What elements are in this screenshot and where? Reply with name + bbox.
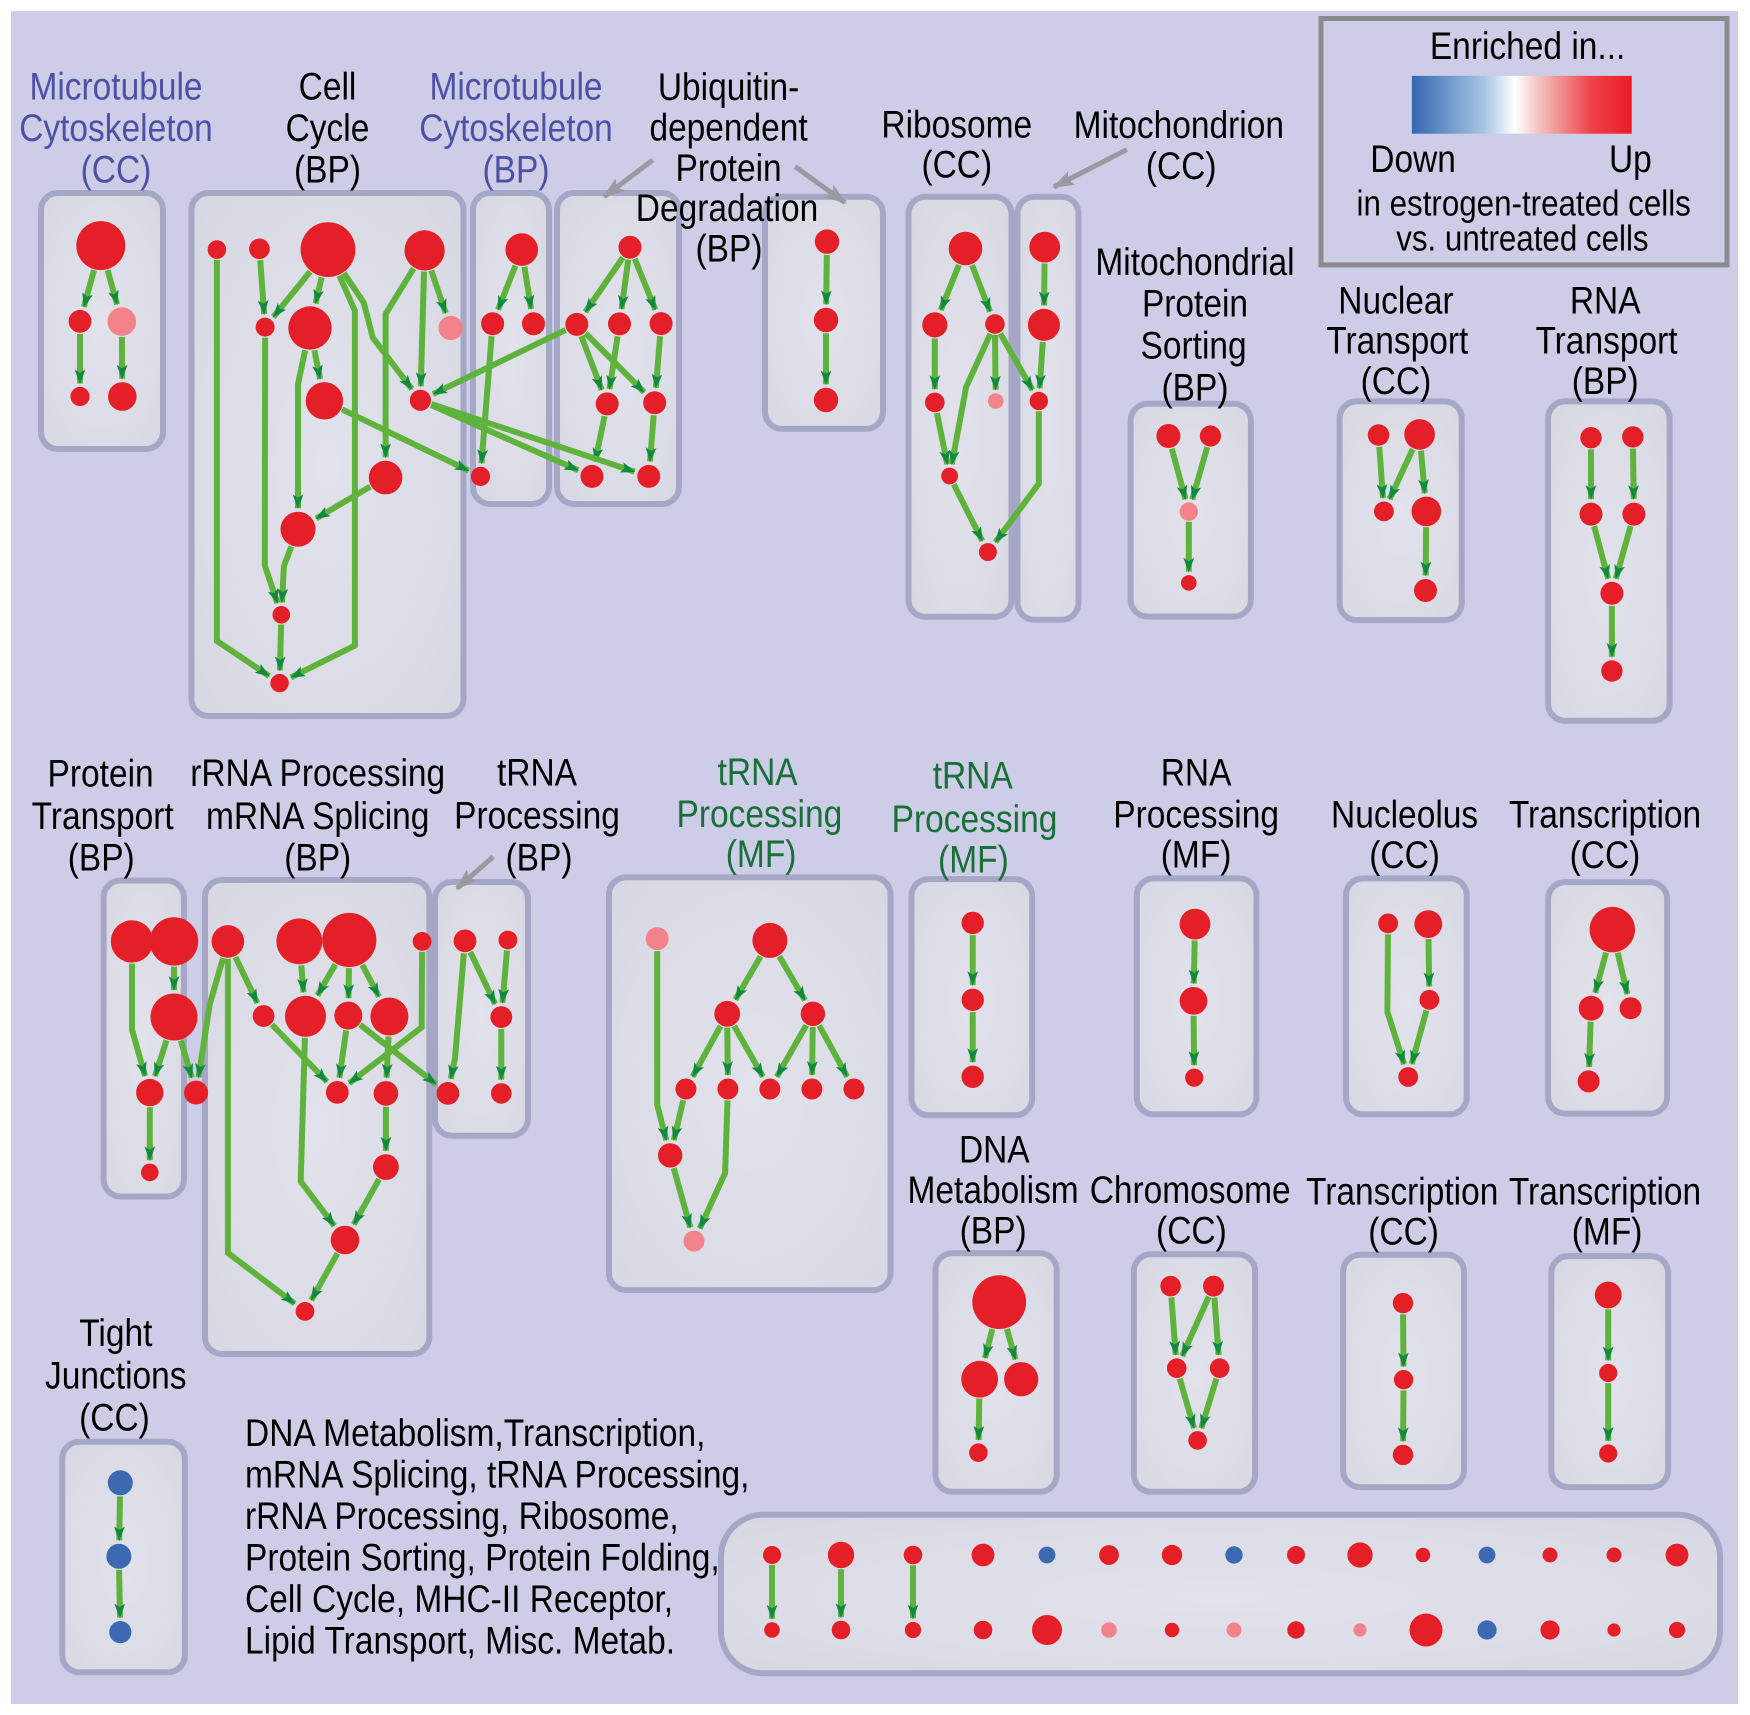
svg-text:Transcription: Transcription: [1509, 794, 1701, 837]
svg-text:(CC): (CC): [1361, 360, 1432, 403]
svg-text:Enriched in...: Enriched in...: [1430, 25, 1626, 68]
svg-text:Transport: Transport: [32, 795, 174, 838]
svg-text:Tight: Tight: [79, 1312, 152, 1355]
svg-text:Transcription: Transcription: [1306, 1171, 1498, 1214]
svg-text:Protein: Protein: [676, 147, 782, 190]
svg-text:Protein Sorting, Protein Foldi: Protein Sorting, Protein Folding,: [245, 1537, 720, 1580]
svg-text:Nucleolus: Nucleolus: [1331, 794, 1478, 837]
svg-text:(BP): (BP): [284, 837, 351, 880]
svg-text:Metabolism: Metabolism: [908, 1169, 1079, 1212]
svg-text:Transcription: Transcription: [1509, 1171, 1701, 1214]
svg-text:(CC): (CC): [1369, 834, 1440, 877]
svg-text:Junctions: Junctions: [45, 1354, 187, 1397]
svg-text:Processing: Processing: [454, 795, 620, 838]
svg-text:tRNA: tRNA: [933, 755, 1013, 798]
svg-text:dependent: dependent: [649, 107, 808, 150]
svg-text:(MF): (MF): [1161, 834, 1232, 877]
svg-text:(BP): (BP): [294, 149, 361, 192]
svg-text:Microtubule: Microtubule: [429, 66, 602, 109]
svg-text:Chromosome: Chromosome: [1090, 1169, 1291, 1212]
svg-text:(CC): (CC): [921, 143, 992, 186]
svg-text:Microtubule: Microtubule: [29, 66, 202, 109]
svg-text:mRNA Splicing, tRNA Processing: mRNA Splicing, tRNA Processing,: [245, 1454, 750, 1497]
svg-text:in estrogen-treated cells: in estrogen-treated cells: [1357, 183, 1691, 224]
svg-text:tRNA: tRNA: [497, 752, 577, 795]
svg-text:(BP): (BP): [483, 149, 550, 192]
svg-text:Mitochondrion: Mitochondrion: [1074, 104, 1284, 147]
svg-text:(BP): (BP): [696, 228, 763, 271]
svg-text:mRNA Splicing: mRNA Splicing: [206, 795, 429, 838]
svg-text:Degradation: Degradation: [636, 187, 819, 230]
svg-text:(CC): (CC): [81, 149, 152, 192]
svg-text:(BP): (BP): [68, 837, 135, 880]
svg-text:(CC): (CC): [1368, 1210, 1439, 1253]
svg-text:Processing: Processing: [677, 793, 843, 836]
svg-text:Processing: Processing: [1113, 794, 1279, 837]
svg-text:RNA: RNA: [1570, 279, 1641, 322]
svg-text:(CC): (CC): [1570, 834, 1641, 877]
svg-text:(MF): (MF): [1572, 1210, 1643, 1253]
svg-text:(MF): (MF): [938, 838, 1009, 881]
svg-text:rRNA Processing, Ribosome,: rRNA Processing, Ribosome,: [245, 1495, 679, 1538]
svg-text:Lipid Transport, Misc. Metab.: Lipid Transport, Misc. Metab.: [245, 1620, 675, 1663]
svg-text:(BP): (BP): [506, 837, 573, 880]
svg-text:(CC): (CC): [1146, 145, 1217, 188]
svg-text:Ubiquitin-: Ubiquitin-: [658, 66, 800, 109]
svg-text:DNA: DNA: [959, 1129, 1030, 1172]
svg-text:Processing: Processing: [892, 798, 1058, 841]
svg-text:RNA: RNA: [1161, 752, 1232, 795]
svg-text:(BP): (BP): [1162, 367, 1229, 410]
svg-text:(CC): (CC): [79, 1397, 150, 1440]
svg-text:Transport: Transport: [1326, 320, 1468, 363]
svg-text:Protein: Protein: [1142, 283, 1248, 326]
svg-text:Cycle: Cycle: [286, 107, 370, 150]
svg-text:Cell: Cell: [299, 66, 357, 109]
svg-text:Sorting: Sorting: [1141, 325, 1247, 368]
svg-text:Cytoskeleton: Cytoskeleton: [19, 107, 213, 150]
svg-text:DNA Metabolism,Transcription,: DNA Metabolism,Transcription,: [245, 1412, 705, 1455]
svg-text:Ribosome: Ribosome: [881, 103, 1032, 146]
svg-text:(BP): (BP): [1572, 360, 1639, 403]
svg-text:(MF): (MF): [726, 833, 797, 876]
svg-text:Mitochondrial: Mitochondrial: [1095, 241, 1294, 284]
svg-text:rRNA Processing: rRNA Processing: [190, 752, 445, 795]
svg-text:Cytoskeleton: Cytoskeleton: [419, 107, 613, 150]
svg-text:Up: Up: [1609, 138, 1652, 181]
svg-text:vs. untreated cells: vs. untreated cells: [1396, 217, 1648, 258]
svg-text:tRNA: tRNA: [718, 751, 798, 794]
svg-text:(BP): (BP): [960, 1210, 1027, 1253]
svg-text:(CC): (CC): [1156, 1210, 1227, 1253]
svg-text:Transport: Transport: [1535, 320, 1677, 363]
svg-text:Protein: Protein: [48, 753, 154, 796]
svg-text:Cell Cycle, MHC-II Receptor,: Cell Cycle, MHC-II Receptor,: [245, 1578, 673, 1621]
svg-text:Down: Down: [1370, 138, 1456, 181]
svg-text:Nuclear: Nuclear: [1338, 279, 1454, 322]
